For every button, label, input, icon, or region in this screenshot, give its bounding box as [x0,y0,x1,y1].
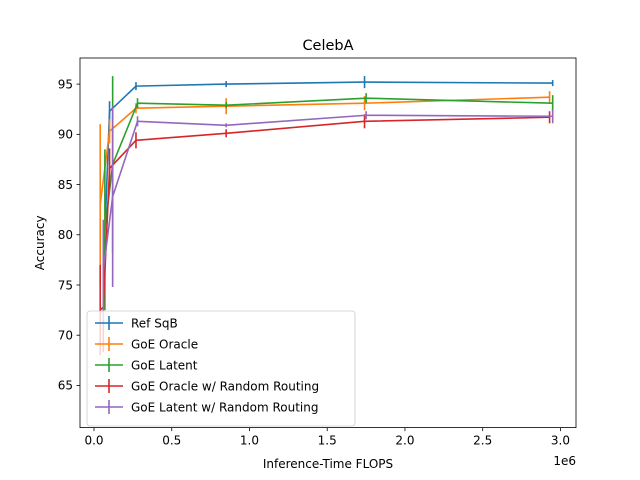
x-tick-label: 0.5 [162,434,181,448]
plot-frame [79,57,577,429]
y-tick-label: 90 [58,128,73,142]
series-4 [102,106,554,321]
y-axis-label: Accuracy [33,215,47,270]
x-axis-label: Inference-Time FLOPS [263,457,393,471]
series-line [104,97,553,230]
y-tick-label: 85 [58,178,73,192]
legend-box [86,310,356,427]
legend-item: GoE Latent [95,358,198,372]
legend-label: GoE Oracle [131,337,198,351]
legend-label: GoE Latent [131,358,198,372]
y-tick-label: 80 [58,228,73,242]
legend-item: GoE Oracle [95,337,198,351]
series-line [99,96,550,205]
series-line [102,81,553,275]
x-tick-label: 2.0 [395,434,414,448]
y-tick-label: 65 [58,379,73,393]
x-axis: 0.0 0.5 1.0 1.5 2.0 2.5 3.0 [84,427,570,448]
legend-item: GoE Latent w/ Random Routing [95,400,318,414]
y-tick-label: 95 [58,77,73,91]
series-line [102,114,553,271]
legend-label: Ref SqB [131,316,178,330]
y-tick-label: 75 [58,278,73,292]
x-tick-label: 3.0 [551,434,570,448]
series-line [99,116,550,311]
x-tick-label: 1.5 [318,434,337,448]
series-2 [104,76,554,311]
y-axis: 65 70 75 80 85 90 95 [58,77,80,393]
chart-title: CelebA [302,38,353,54]
series-layer [99,76,554,356]
y-tick-label: 70 [58,329,73,343]
x-axis-offset-label: 1e6 [553,454,576,468]
x-tick-label: 0.0 [84,434,103,448]
legend-label: GoE Oracle w/ Random Routing [131,379,319,393]
series-1 [99,91,551,285]
x-tick-label: 2.5 [473,434,492,448]
legend-label: GoE Latent w/ Random Routing [131,400,318,414]
legend: Ref SqB GoE Oracle GoE Latent GoE Oracle w/… [86,310,356,427]
legend-item: GoE Oracle w/ Random Routing [95,379,319,393]
x-tick-label: 1.0 [240,434,259,448]
legend-item: Ref SqB [95,316,178,330]
